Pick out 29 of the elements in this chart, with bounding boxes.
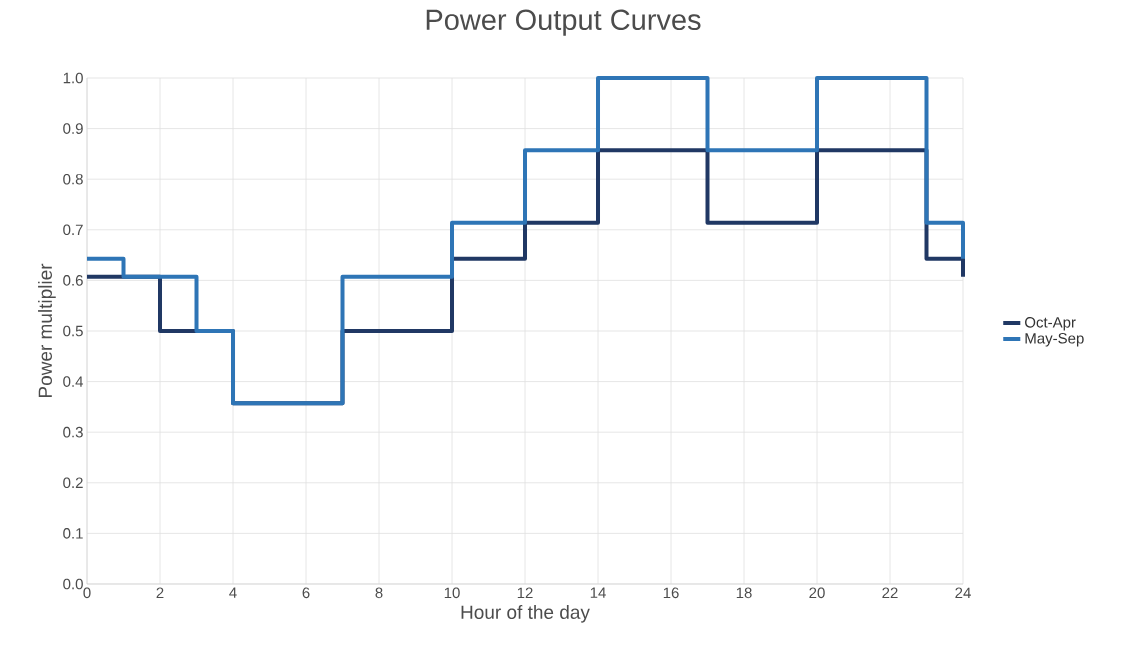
y-tick-label: 1.0 [63, 72, 83, 84]
y-tick-label: 0.4 [63, 376, 84, 387]
x-tick-label: 14 [590, 587, 606, 598]
y-tick-label: 0.7 [63, 224, 83, 236]
x-tick-label: 8 [375, 587, 383, 599]
x-tick-label: 2 [156, 587, 164, 598]
x-tick-label: 16 [663, 587, 679, 599]
x-tick-label: 18 [736, 587, 752, 599]
x-tick-label: 4 [229, 587, 237, 598]
y-tick-label: 0.1 [63, 528, 83, 539]
y-axis-title: Power multiplier [38, 263, 56, 398]
y-tick-label: 0.5 [63, 325, 83, 337]
x-tick-label: 22 [882, 587, 898, 598]
x-tick-label: 0 [83, 587, 91, 599]
y-tick-label: 0.8 [63, 173, 83, 185]
y-tick-label: 0.6 [63, 275, 83, 286]
y-tick-label: 0.2 [63, 477, 83, 489]
chart-title: Power Output Curves [426, 9, 701, 36]
x-tick-label: 12 [517, 587, 533, 598]
x-tick-label: 10 [444, 587, 460, 599]
x-axis-title: Hour of the day [461, 605, 590, 623]
y-tick-label: 0.9 [63, 123, 83, 134]
legend-label: Oct-Apr [1025, 317, 1076, 331]
y-tick-label: 0.3 [63, 426, 83, 438]
y-tick-label: 0.0 [63, 578, 83, 590]
x-tick-label: 20 [809, 587, 825, 599]
legend-label: May-Sep [1025, 332, 1084, 347]
x-tick-label: 24 [955, 587, 971, 598]
x-tick-label: 6 [302, 587, 310, 599]
